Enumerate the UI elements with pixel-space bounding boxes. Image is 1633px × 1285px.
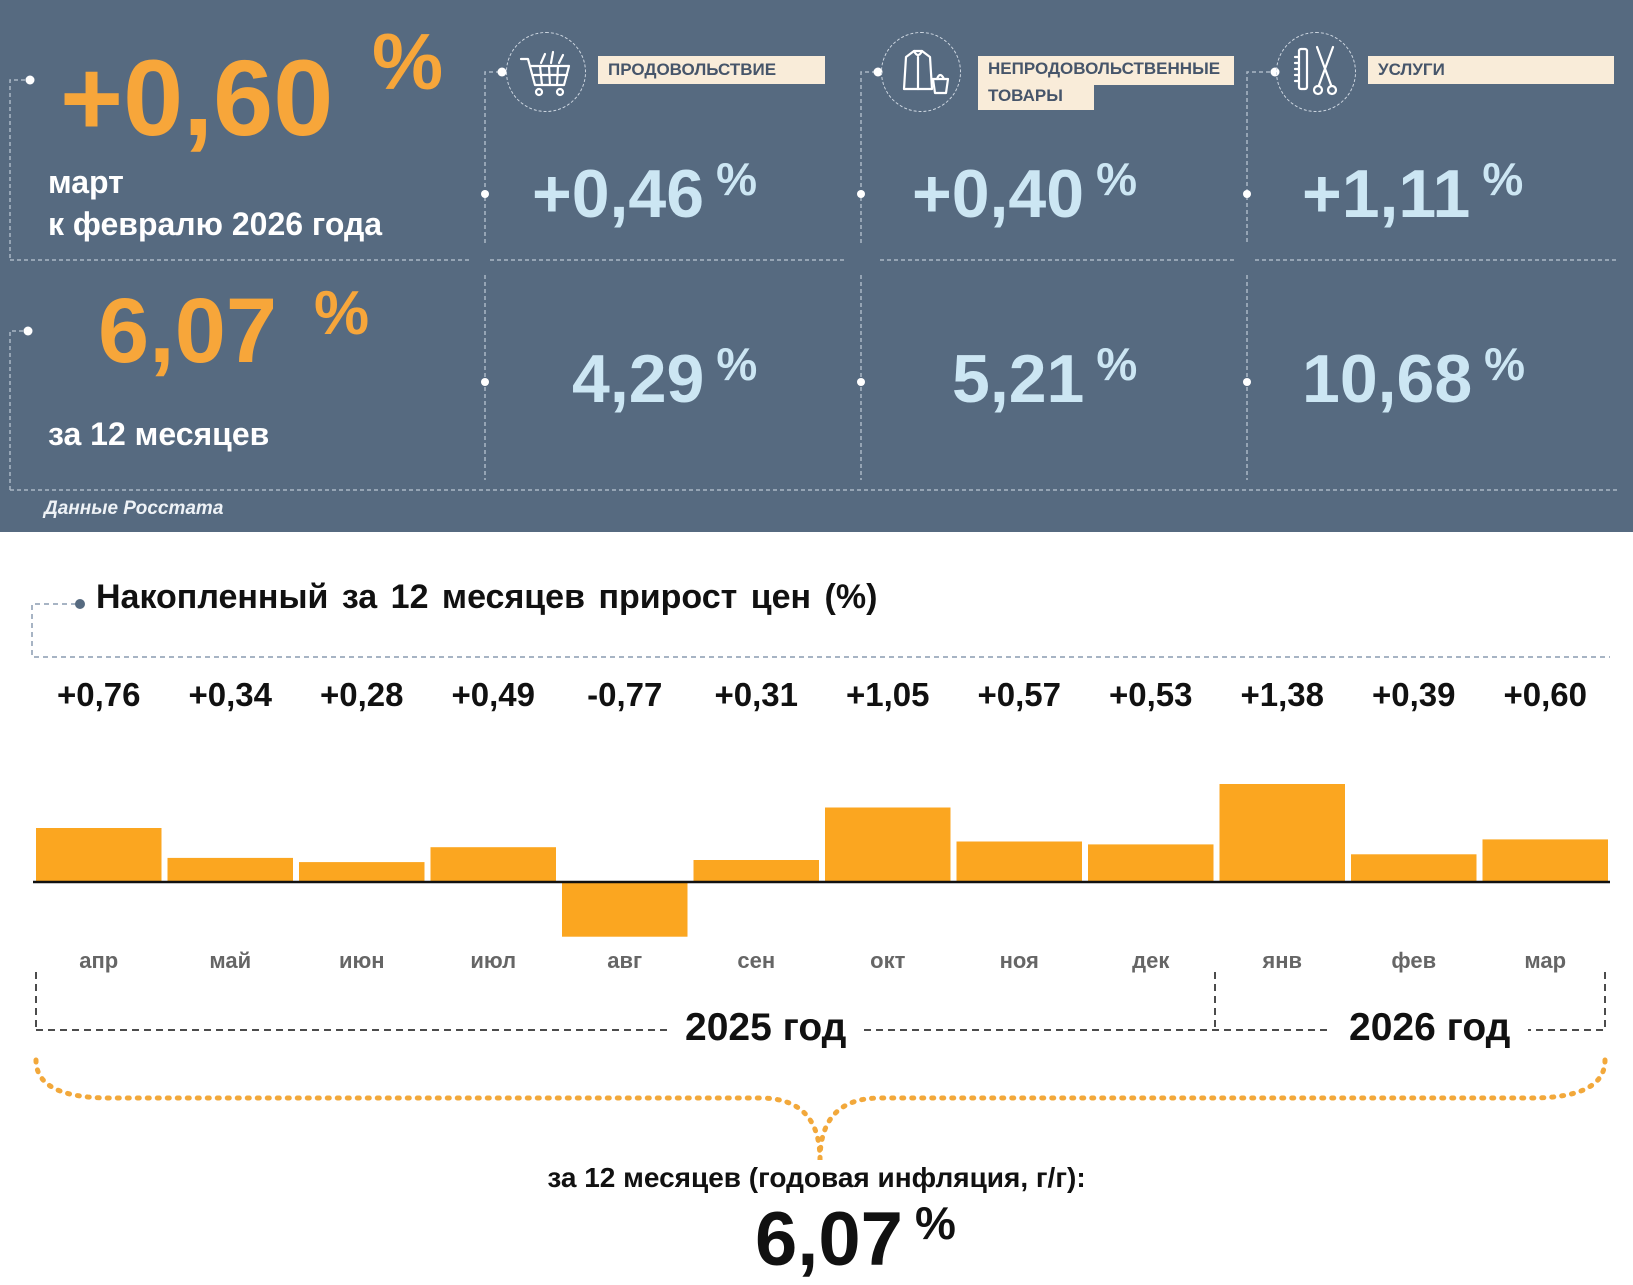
month-label-июн: июн	[338, 948, 385, 973]
summary-panel: +0,60 % март к февралю 2026 года 6,07 % …	[0, 0, 1633, 532]
month-label-окт: окт	[870, 948, 906, 973]
bar-фев	[1351, 854, 1477, 882]
value-label-июн: +0,28	[320, 676, 404, 713]
bar-дек	[1088, 844, 1214, 882]
services-category-tag: УСЛУГИ	[1368, 56, 1614, 84]
annual-summary-percent: %	[915, 1197, 956, 1249]
comb-scissors-icon	[1293, 45, 1338, 96]
source-note: Данные Росстата	[44, 498, 224, 519]
services-monthly-percent: %	[1482, 153, 1524, 205]
nonfood-category-tag-line2: ТОВАРЫ	[978, 85, 1094, 110]
value-label-ноя: +0,57	[977, 676, 1062, 713]
month-label-июл: июл	[470, 948, 517, 973]
food-annual-percent: %	[716, 338, 758, 390]
year-label-2026: 2026 год	[1331, 1003, 1529, 1053]
services-annual-percent: %	[1484, 338, 1526, 390]
bar-янв	[1219, 784, 1345, 882]
value-label-дек: +0,53	[1109, 676, 1193, 713]
nonfood-annual-value: 5,21%	[952, 341, 1137, 413]
annual-inflation-value: 6,07	[98, 280, 278, 382]
services-monthly-value: +1,11%	[1302, 156, 1523, 228]
value-label-июл: +0,49	[451, 676, 536, 713]
food-monthly-value: +0,46%	[532, 156, 757, 228]
food-monthly-number: +0,46	[532, 156, 705, 232]
monthly-inflation-percent: %	[372, 17, 444, 106]
services-monthly-number: +1,11	[1302, 156, 1471, 232]
value-label-фев: +0,39	[1372, 676, 1456, 713]
chart-title: Накопленный за 12 месяцев прирост цен (%…	[96, 578, 878, 616]
month-label-авг: авг	[607, 948, 643, 973]
month-label-май: май	[209, 948, 252, 973]
monthly-inflation-value: +0,60	[60, 37, 334, 158]
food-monthly-percent: %	[716, 153, 757, 205]
month-label-янв: янв	[1262, 948, 1303, 973]
month-label-мар: мар	[1524, 948, 1567, 973]
guide-monthly	[9, 79, 32, 260]
value-label-мар: +0,60	[1503, 676, 1588, 713]
value-label-сен: +0,31	[714, 676, 799, 713]
bar-май	[167, 857, 293, 882]
brace-left	[33, 1057, 823, 1160]
value-label-янв: +1,38	[1240, 676, 1325, 713]
guide-annual	[9, 330, 30, 490]
month-label-сен: сен	[737, 948, 776, 973]
nonfood-monthly-percent: %	[1096, 153, 1137, 205]
annual-inflation-percent: %	[314, 279, 370, 348]
nonfood-annual-percent: %	[1096, 338, 1138, 390]
monthly-caption-month: март	[48, 164, 124, 200]
food-annual-number: 4,29	[572, 341, 705, 417]
bar-окт	[825, 807, 951, 882]
value-label-авг: -0,77	[587, 676, 663, 713]
nonfood-icon-circle	[881, 32, 961, 112]
annual-summary-caption: за 12 месяцев (годовая инфляция, г/г):	[547, 1162, 1086, 1193]
month-label-дек: дек	[1132, 948, 1170, 973]
month-label-ноя: ноя	[999, 948, 1039, 973]
clothes-bag-icon	[902, 49, 950, 95]
bar-сен	[693, 860, 819, 882]
bar-апр	[36, 828, 162, 882]
services-annual-value: 10,68%	[1302, 341, 1525, 413]
food-icon-circle	[506, 32, 586, 112]
chart-title-guides	[31, 599, 1610, 658]
nonfood-monthly-number: +0,40	[912, 156, 1085, 232]
brace-right	[817, 1057, 1608, 1160]
value-label-окт: +1,05	[846, 676, 930, 713]
bar-мар	[1482, 839, 1608, 882]
bar-июн	[299, 862, 425, 882]
monthly-caption-period: к февралю 2026 года	[48, 206, 383, 242]
services-icon-circle	[1276, 32, 1356, 112]
bar-ноя	[956, 841, 1082, 882]
services-annual-number: 10,68	[1302, 341, 1473, 417]
annual-summary-value: 6,07	[755, 1197, 903, 1282]
nonfood-category-tag: НЕПРОДОВОЛЬСТВЕННЫЕ	[978, 56, 1234, 85]
month-label-апр: апр	[79, 948, 119, 973]
bar-авг	[562, 882, 688, 937]
month-label-фев: фев	[1391, 948, 1437, 973]
year-brackets	[33, 972, 1608, 1160]
value-label-май: +0,34	[188, 676, 273, 713]
shopping-cart-icon	[519, 50, 571, 97]
panel-guides	[9, 67, 1618, 491]
bar-июл	[430, 847, 556, 882]
nonfood-annual-number: 5,21	[952, 341, 1085, 417]
value-label-апр: +0,76	[57, 676, 141, 713]
year-label-2025: 2025 год	[667, 1003, 865, 1053]
nonfood-monthly-value: +0,40%	[912, 156, 1137, 228]
food-category-tag: ПРОДОВОЛЬСТВИЕ	[598, 56, 825, 84]
food-annual-value: 4,29%	[572, 341, 757, 413]
annual-caption: за 12 месяцев	[48, 416, 270, 452]
bar-chart	[33, 784, 1610, 937]
